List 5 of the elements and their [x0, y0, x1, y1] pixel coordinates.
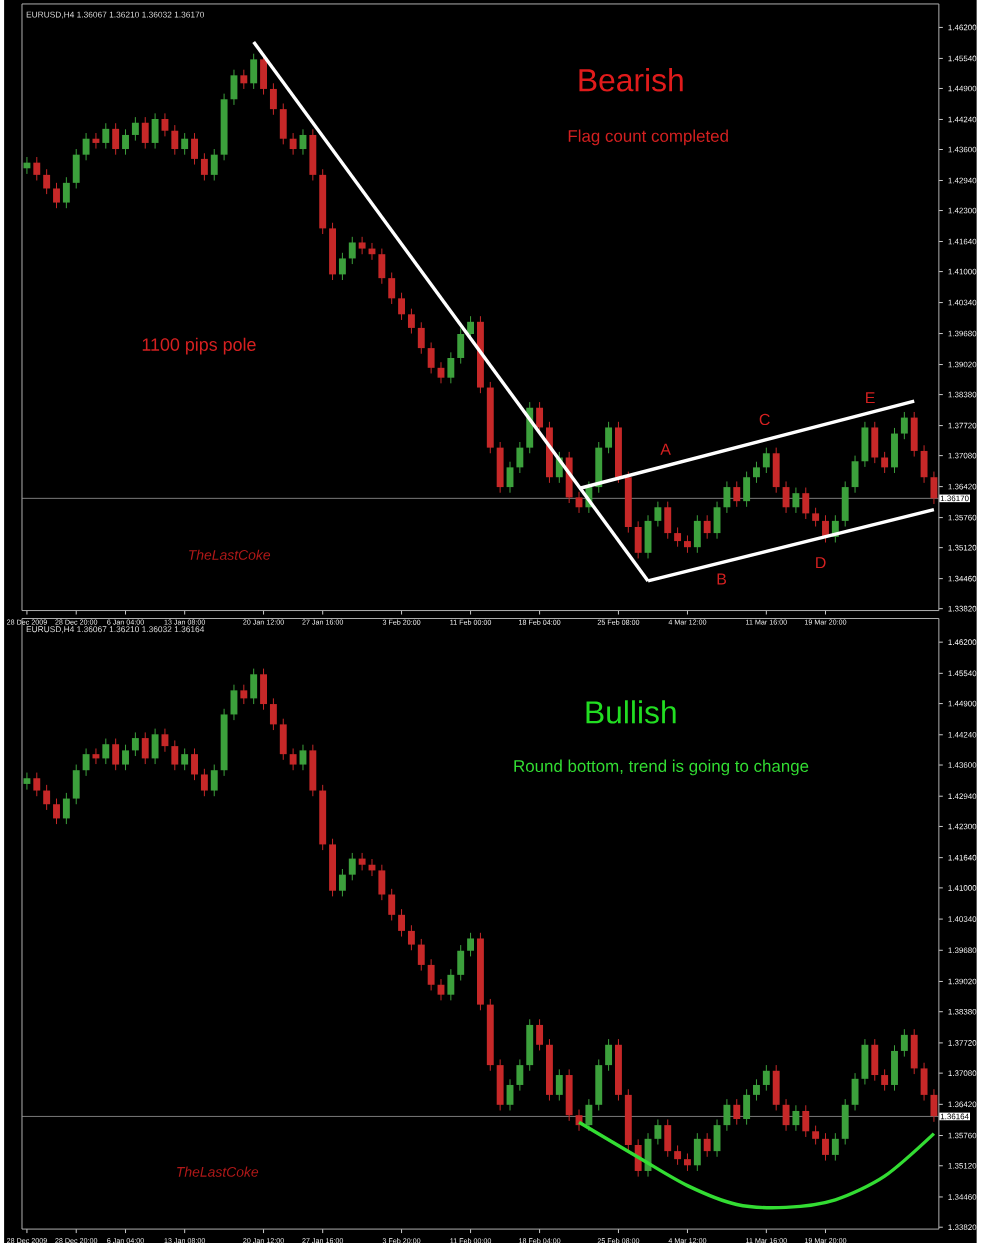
text: Bearish [579, 68, 684, 92]
text: Round bottom, trend is going to change [514, 759, 809, 776]
text: Bullish [586, 700, 676, 724]
text: Flag count completed [569, 129, 729, 146]
annotation: 1100 pips pole [143, 337, 257, 355]
